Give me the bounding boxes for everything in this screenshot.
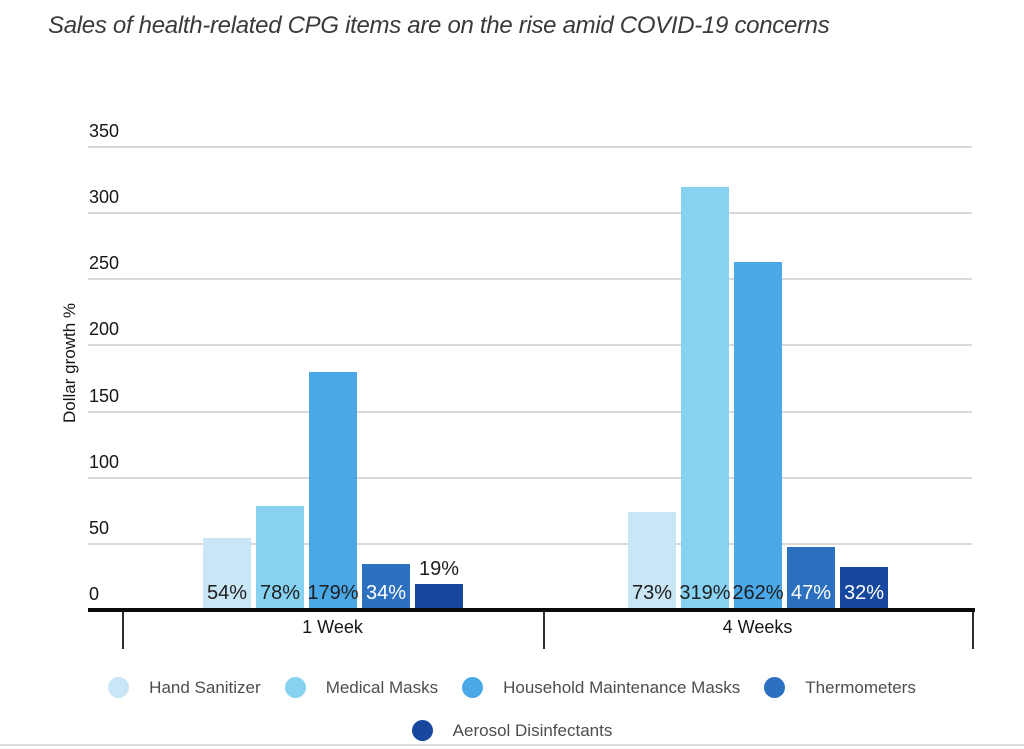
bar (681, 187, 729, 609)
legend-item: Medical Masks (284, 677, 439, 698)
legend-item: Household Maintenance Masks (462, 677, 740, 698)
y-tick-label: 350 (89, 121, 120, 141)
bar (415, 584, 463, 609)
bar-value-label: 73% (631, 582, 673, 604)
y-tick-label: 0 (89, 584, 100, 604)
bar-value-label: 262% (732, 582, 784, 604)
gridline (88, 212, 972, 214)
bar-value-label: 34% (365, 582, 407, 604)
legend-label: Hand Sanitizer (149, 677, 261, 697)
x-axis-tick (972, 612, 974, 649)
x-axis-tick (543, 612, 545, 649)
y-tick-label: 50 (89, 518, 110, 538)
y-tick-label: 300 (89, 187, 120, 207)
legend-swatch-icon (462, 677, 484, 698)
bar-value-label: 78% (259, 582, 301, 604)
bar-value-label: 19% (418, 558, 460, 580)
y-axis-title: Dollar growth % (60, 303, 79, 423)
bar (734, 262, 782, 609)
bar-value-label: 179% (307, 582, 359, 604)
legend-swatch-icon (108, 677, 130, 698)
y-tick-label: 100 (89, 452, 120, 472)
y-tick-label: 250 (89, 253, 120, 273)
x-axis-tick (122, 612, 124, 649)
legend-item: Thermometers (764, 677, 916, 698)
category-label: 1 Week (302, 617, 363, 637)
legend-item: Hand Sanitizer (108, 677, 261, 698)
bar-value-label: 47% (790, 582, 832, 604)
chart-title: Sales of health-related CPG items are on… (48, 12, 830, 39)
bar (628, 512, 676, 609)
legend-row-1: Hand Sanitizer Medical Masks Household Mai… (0, 677, 1024, 698)
gridline (88, 477, 972, 479)
legend-label: Thermometers (805, 677, 916, 697)
x-axis-line (88, 608, 975, 612)
bar (203, 538, 251, 609)
bar-value-label: 32% (843, 582, 885, 604)
y-tick-label: 150 (89, 386, 120, 406)
gridline (88, 278, 972, 280)
legend-swatch-icon (411, 720, 433, 741)
bar (787, 547, 835, 609)
legend-row-2: Aerosol Disinfectants (0, 720, 1024, 741)
gridline (88, 411, 972, 413)
bar (362, 564, 410, 609)
legend-item: Aerosol Disinfectants (411, 720, 613, 741)
bottom-divider (0, 744, 1024, 746)
bar-value-label: 319% (679, 582, 731, 604)
gridline (88, 344, 972, 346)
legend-swatch-icon (284, 677, 306, 698)
legend-label: Medical Masks (325, 677, 439, 697)
bar (256, 506, 304, 609)
legend-label: Aerosol Disinfectants (452, 720, 613, 740)
gridline (88, 146, 972, 148)
bar-value-label: 54% (206, 582, 248, 604)
gridline (88, 543, 972, 545)
legend-label: Household Maintenance Masks (503, 677, 741, 697)
legend-swatch-icon (764, 677, 786, 698)
y-tick-label: 200 (89, 319, 120, 339)
category-label: 4 Weeks (722, 617, 793, 637)
bar (309, 372, 357, 609)
bar (840, 567, 888, 609)
